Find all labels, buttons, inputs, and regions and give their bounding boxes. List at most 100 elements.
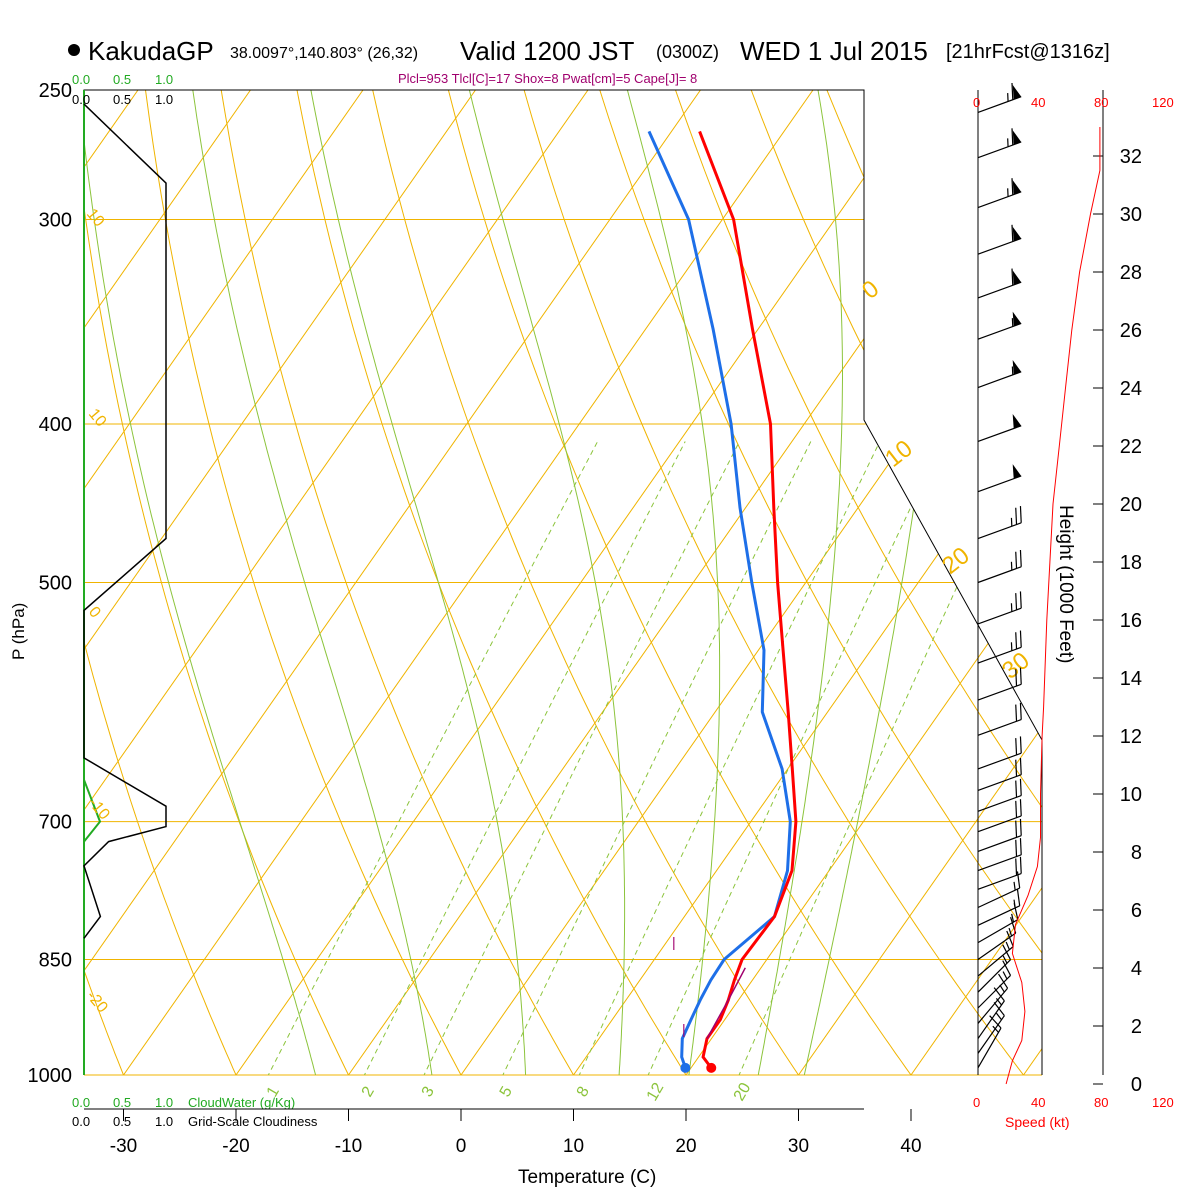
- wind-barb-staff: [977, 774, 1022, 792]
- wind-barb-flag: [1012, 464, 1022, 479]
- wind-barb: [977, 464, 1022, 493]
- parcel-mark: |: [682, 1021, 686, 1037]
- temperature-tick-label: -20: [222, 1136, 249, 1157]
- dry-adiabat-line: [1190, 61, 1200, 1110]
- height-tick-label: 22: [1120, 436, 1142, 458]
- wind-barb-full: [1019, 630, 1022, 648]
- cloud-water-tick-bottom: 1.0: [155, 1095, 173, 1110]
- wind-barb-full: [1015, 858, 1018, 876]
- mixing-ratio-label: 12: [644, 1080, 668, 1104]
- isotherm-line: [1023, 90, 1042, 1075]
- isotherm-line: [84, 90, 251, 1075]
- dry-adiabat-line: [84, 90, 367, 1075]
- pressure-tick-label: 850: [39, 950, 72, 972]
- wind-barb-full: [1011, 224, 1014, 242]
- height-tick-label: 20: [1120, 494, 1142, 516]
- station-name: KakudaGP: [88, 36, 214, 66]
- dry-adiabat-line: [141, 90, 481, 1075]
- height-tick-label: 16: [1120, 610, 1142, 632]
- wind-barb: [977, 268, 1022, 299]
- height-tick-label: 6: [1131, 900, 1142, 922]
- wind-barb: [977, 311, 1022, 340]
- isobar-lines: [84, 89, 1042, 1076]
- wind-barb-full: [1019, 856, 1022, 874]
- height-tick-label: 32: [1120, 146, 1142, 168]
- mixing-ratio-line: [723, 441, 1025, 1075]
- wind-barb: [977, 960, 1012, 1009]
- wind-barb-flag: [1012, 130, 1022, 145]
- wind-barb: [977, 224, 1022, 255]
- wind-barb-full: [1015, 632, 1018, 650]
- wind-barb: [977, 818, 1022, 852]
- wind-barb-staff: [977, 854, 1022, 872]
- wind-barb-staff: [977, 96, 1022, 113]
- cloudiness-tick-top: 1.0: [155, 92, 173, 107]
- wind-barb: [977, 506, 1022, 540]
- height-tick-label: 12: [1120, 726, 1142, 748]
- cloud-water-profile: [83, 779, 102, 843]
- wind-barb-full: [1019, 549, 1022, 567]
- wind-barb: [977, 667, 1022, 701]
- parcel-trace: [706, 967, 746, 1039]
- wind-barb-full: [1011, 268, 1014, 286]
- wind-barb-half: [1005, 941, 1010, 950]
- height-tick-label: 8: [1131, 842, 1142, 864]
- moist-adiabat-line: [305, 90, 528, 1075]
- cloudiness-tick-bottom: 1.0: [155, 1114, 173, 1129]
- wind-barb-full: [1015, 780, 1018, 798]
- wind-barb-staff: [977, 975, 1011, 1009]
- dry-adiabat-line: [84, 90, 253, 1075]
- wind-barb-full: [1015, 507, 1018, 525]
- speed-tick-bottom: 80: [1094, 1095, 1108, 1110]
- wind-barb-flag: [1012, 226, 1022, 242]
- wind-barb-full: [998, 973, 1009, 989]
- parcel-mark: |: [672, 934, 676, 950]
- isotherm-line: [573, 90, 1042, 1075]
- wind-barb-staff: [977, 322, 1022, 340]
- wind-barb-half: [1013, 881, 1016, 891]
- cloud-water-line: [83, 779, 102, 843]
- valid-time: Valid 1200 JST: [460, 36, 635, 66]
- dry-adiabat-line: [0, 61, 24, 1110]
- wind-barb-flag: [1012, 180, 1022, 195]
- height-tick-label: 10: [1120, 784, 1142, 806]
- pressure-tick-label: 500: [39, 573, 72, 595]
- dry-adiabat-line: [665, 90, 1042, 1075]
- isotherm-label: -10: [85, 795, 113, 824]
- cloudiness-tick-top: 0.5: [113, 92, 131, 107]
- speed-tick-bottom: 0: [973, 1095, 980, 1110]
- dry-adiabat-line: [889, 90, 1042, 1075]
- forecast-info: [21hrFcst@1316z]: [946, 41, 1110, 63]
- mixing-ratio-label: 2: [359, 1084, 378, 1100]
- isotherm-line: [123, 90, 814, 1075]
- mixing-ratio-line: [485, 441, 812, 1075]
- wind-barb-full: [1019, 838, 1022, 855]
- isotherm-line: [84, 90, 476, 1075]
- height-tick-label: 18: [1120, 552, 1142, 574]
- cloudiness-line: [83, 103, 167, 939]
- surface-temperature-dot: [706, 1062, 717, 1073]
- moist-adiabat-line: [462, 90, 626, 1075]
- wind-barb-flag: [1012, 270, 1022, 285]
- pressure-tick-label: 250: [39, 80, 72, 102]
- isotherm-label: 10: [85, 406, 110, 431]
- wind-barb-staff: [977, 919, 1019, 944]
- theta-label: 10: [880, 435, 918, 473]
- wind-barb-staff: [977, 281, 1022, 299]
- cloudiness-tick-bottom: 0.0: [72, 1114, 90, 1129]
- wind-barb: [977, 930, 1014, 977]
- isotherm-label: -20: [83, 988, 111, 1017]
- dry-adiabat-line: [814, 90, 1042, 1075]
- dry-adiabat-line: [216, 90, 595, 1075]
- surface-dewpoint-dot: [680, 1062, 691, 1073]
- wind-barb: [977, 838, 1022, 872]
- wind-barb-staff: [977, 987, 1009, 1024]
- mixing-ratio-label: 8: [574, 1084, 593, 1100]
- wind-barb-half: [1013, 899, 1016, 909]
- mixing-ratio-lines: [250, 441, 1025, 1075]
- wind-barb-full: [1006, 930, 1014, 947]
- wind-barb-full: [1011, 128, 1014, 146]
- height-axis-label: Height (1000 Feet): [1055, 505, 1076, 663]
- height-tick-label: 26: [1120, 320, 1142, 342]
